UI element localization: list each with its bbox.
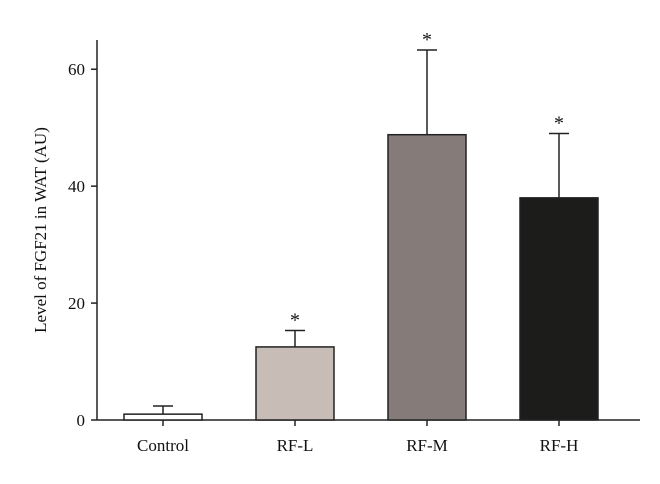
bar-rf-h: [519, 197, 599, 421]
y-tick-label: 0: [77, 411, 86, 430]
bar-rf-m: [387, 133, 467, 421]
category-label: RF-M: [406, 436, 448, 455]
category-label: RF-L: [277, 436, 314, 455]
y-tick-label: 60: [68, 60, 85, 79]
bar-control: [123, 413, 203, 421]
category-label: RF-H: [540, 436, 579, 455]
y-tick-label: 40: [68, 177, 85, 196]
bars: [123, 133, 599, 421]
significance-marker: *: [554, 113, 564, 135]
significance-markers: * * *: [290, 29, 564, 332]
error-bars: [153, 49, 569, 415]
significance-marker: *: [422, 29, 432, 51]
bar-rf-l: [255, 346, 335, 421]
category-label: Control: [137, 436, 189, 455]
y-tick-label: 20: [68, 294, 85, 313]
y-axis-title: Level of FGF21 in WAT (AU): [31, 127, 50, 333]
significance-marker: *: [290, 310, 300, 332]
category-labels: Control RF-L RF-M RF-H: [137, 436, 578, 455]
